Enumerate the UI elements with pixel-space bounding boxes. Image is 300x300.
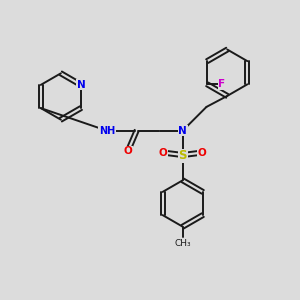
- Text: N: N: [76, 80, 85, 90]
- Text: NH: NH: [99, 126, 115, 136]
- Text: F: F: [218, 79, 226, 89]
- Text: O: O: [198, 148, 206, 158]
- Text: O: O: [123, 146, 132, 157]
- Text: CH₃: CH₃: [174, 238, 191, 247]
- Text: S: S: [178, 149, 187, 162]
- Text: O: O: [159, 148, 168, 158]
- Text: N: N: [178, 126, 187, 136]
